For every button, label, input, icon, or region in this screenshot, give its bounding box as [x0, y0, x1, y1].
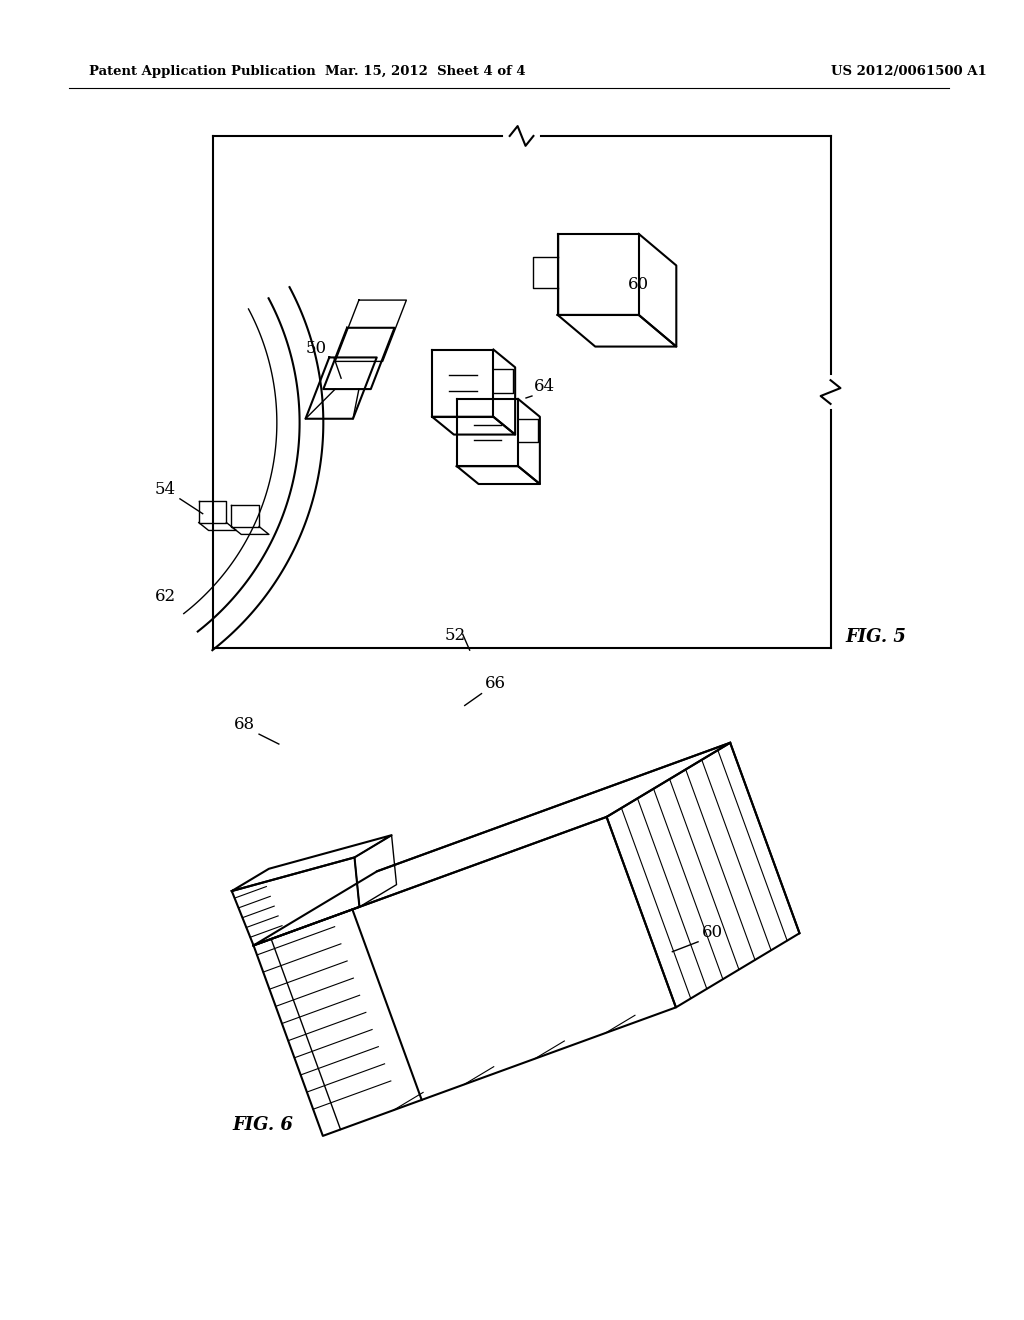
Text: FIG. 6: FIG. 6	[232, 1115, 293, 1134]
Text: FIG. 5: FIG. 5	[846, 628, 906, 647]
Text: 60: 60	[628, 276, 649, 293]
Text: Mar. 15, 2012  Sheet 4 of 4: Mar. 15, 2012 Sheet 4 of 4	[325, 65, 525, 78]
Text: 50: 50	[305, 341, 327, 358]
Text: 54: 54	[155, 480, 176, 498]
Text: 68: 68	[233, 717, 255, 733]
Text: Patent Application Publication: Patent Application Publication	[89, 65, 315, 78]
Text: 60: 60	[702, 924, 723, 941]
Text: 62: 62	[155, 587, 176, 605]
Text: 64: 64	[534, 378, 555, 395]
Text: US 2012/0061500 A1: US 2012/0061500 A1	[830, 65, 986, 78]
Text: 66: 66	[484, 675, 506, 692]
Text: 52: 52	[444, 627, 465, 644]
